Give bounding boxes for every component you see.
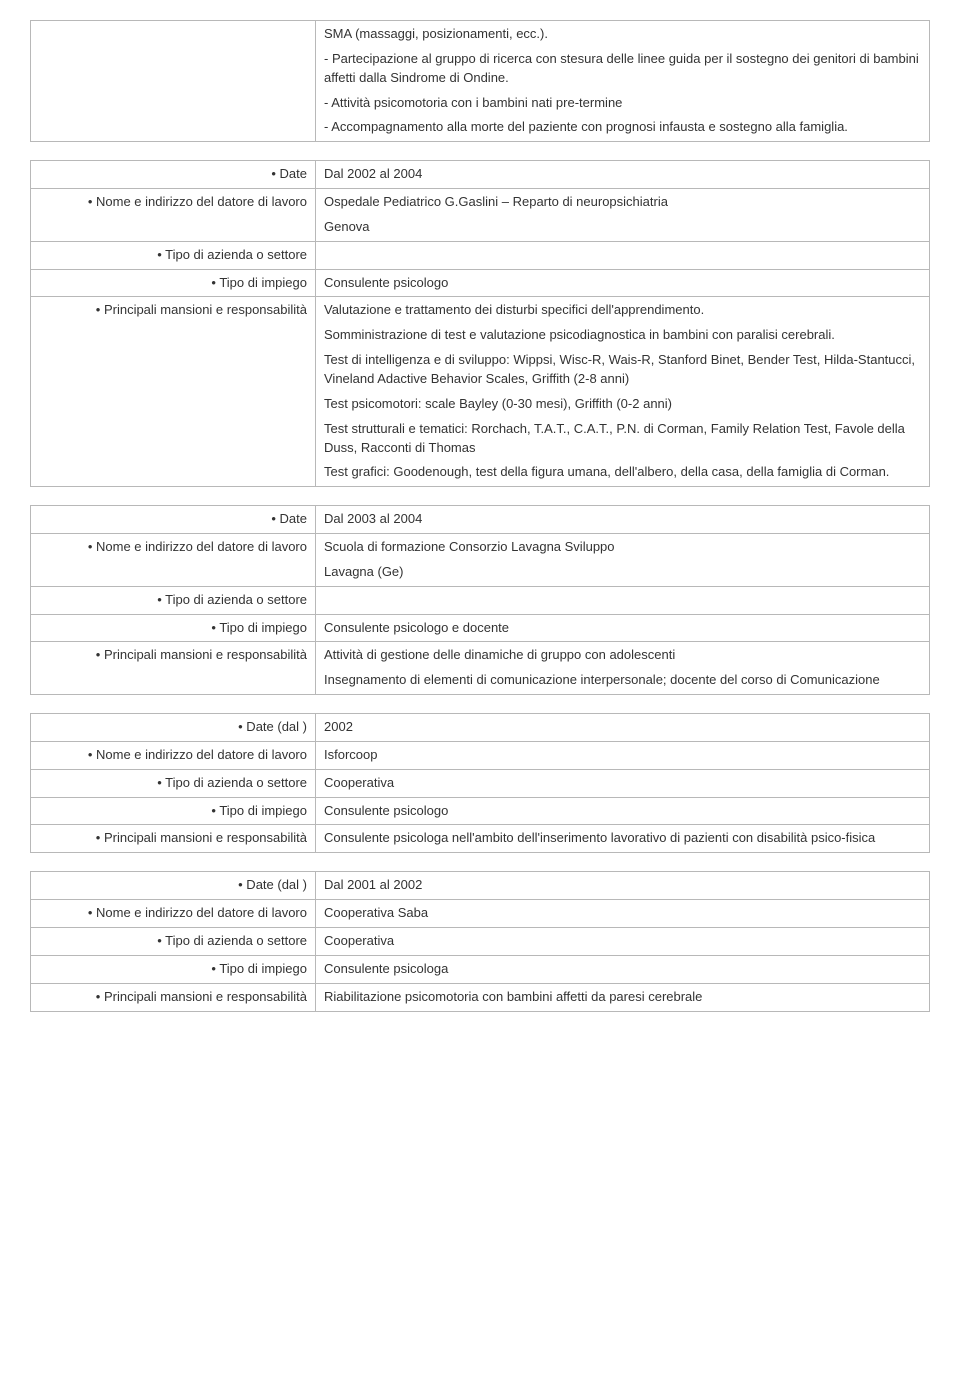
cv-section-1: • Date Dal 2002 al 2004 • Nome e indiriz…: [30, 160, 930, 487]
section2-employer-l1: Scuola di formazione Consorzio Lavagna S…: [324, 538, 921, 557]
label-duties: • Principali mansioni e responsabilità: [31, 642, 316, 695]
section1-sector: [316, 241, 930, 269]
label-employer: • Nome e indirizzo del datore di lavoro: [31, 189, 316, 242]
section2-employer-l2: Lavagna (Ge): [324, 563, 921, 582]
cv-section-2: • Date Dal 2003 al 2004 • Nome e indiriz…: [30, 505, 930, 695]
label-duties: • Principali mansioni e responsabilità: [31, 825, 316, 853]
section1-jobtype: Consulente psicologo: [316, 269, 930, 297]
section4-employer: Cooperativa Saba: [316, 900, 930, 928]
label-jobtype: • Tipo di impiego: [31, 955, 316, 983]
section1-duties-p6: Test grafici: Goodenough, test della fig…: [324, 463, 921, 482]
section1-duties: Valutazione e trattamento dei disturbi s…: [316, 297, 930, 487]
section4-date: Dal 2001 al 2002: [316, 872, 930, 900]
section1-duties-p5: Test strutturali e tematici: Rorchach, T…: [324, 420, 921, 458]
section2-duties-p2: Insegnamento di elementi di comunicazion…: [324, 671, 921, 690]
section1-employer-l2: Genova: [324, 218, 921, 237]
section3-date: 2002: [316, 714, 930, 742]
label-jobtype: • Tipo di impiego: [31, 797, 316, 825]
section2-duties-p1: Attività di gestione delle dinamiche di …: [324, 646, 921, 665]
label-date-dal: • Date (dal ): [31, 714, 316, 742]
section1-employer: Ospedale Pediatrico G.Gaslini – Reparto …: [316, 189, 930, 242]
section4-jobtype: Consulente psicologa: [316, 955, 930, 983]
empty-label: [31, 21, 316, 142]
section3-jobtype: Consulente psicologo: [316, 797, 930, 825]
section1-duties-p1: Valutazione e trattamento dei disturbi s…: [324, 301, 921, 320]
section0-p4: - Accompagnamento alla morte del pazient…: [324, 118, 921, 137]
label-jobtype: • Tipo di impiego: [31, 614, 316, 642]
section3-sector: Cooperativa: [316, 769, 930, 797]
label-jobtype: • Tipo di impiego: [31, 269, 316, 297]
section1-date: Dal 2002 al 2004: [316, 161, 930, 189]
section0-p2: - Partecipazione al gruppo di ricerca co…: [324, 50, 921, 88]
section2-jobtype: Consulente psicologo e docente: [316, 614, 930, 642]
cv-section-0: SMA (massaggi, posizionamenti, ecc.). - …: [30, 20, 930, 142]
label-duties: • Principali mansioni e responsabilità: [31, 297, 316, 487]
cv-section-4: • Date (dal ) Dal 2001 al 2002 • Nome e …: [30, 871, 930, 1011]
section0-p1: SMA (massaggi, posizionamenti, ecc.).: [324, 25, 921, 44]
label-employer: • Nome e indirizzo del datore di lavoro: [31, 741, 316, 769]
section2-duties: Attività di gestione delle dinamiche di …: [316, 642, 930, 695]
label-sector: • Tipo di azienda o settore: [31, 928, 316, 956]
label-sector: • Tipo di azienda o settore: [31, 769, 316, 797]
cv-section-3: • Date (dal ) 2002 • Nome e indirizzo de…: [30, 713, 930, 853]
section3-employer: Isforcoop: [316, 741, 930, 769]
section1-duties-p4: Test psicomotori: scale Bayley (0-30 mes…: [324, 395, 921, 414]
label-employer: • Nome e indirizzo del datore di lavoro: [31, 900, 316, 928]
label-date-dal: • Date (dal ): [31, 872, 316, 900]
label-sector: • Tipo di azienda o settore: [31, 241, 316, 269]
section2-employer: Scuola di formazione Consorzio Lavagna S…: [316, 534, 930, 587]
section2-date: Dal 2003 al 2004: [316, 506, 930, 534]
section4-sector: Cooperativa: [316, 928, 930, 956]
section4-duties: Riabilitazione psicomotoria con bambini …: [316, 983, 930, 1011]
label-duties: • Principali mansioni e responsabilità: [31, 983, 316, 1011]
section3-duties: Consulente psicologa nell'ambito dell'in…: [316, 825, 930, 853]
label-date: • Date: [31, 506, 316, 534]
section0-value: SMA (massaggi, posizionamenti, ecc.). - …: [316, 21, 930, 142]
section1-duties-p2: Somministrazione di test e valutazione p…: [324, 326, 921, 345]
section1-employer-l1: Ospedale Pediatrico G.Gaslini – Reparto …: [324, 193, 921, 212]
section1-duties-p3: Test di intelligenza e di sviluppo: Wipp…: [324, 351, 921, 389]
label-employer: • Nome e indirizzo del datore di lavoro: [31, 534, 316, 587]
label-date: • Date: [31, 161, 316, 189]
label-sector: • Tipo di azienda o settore: [31, 586, 316, 614]
section2-sector: [316, 586, 930, 614]
section0-p3: - Attività psicomotoria con i bambini na…: [324, 94, 921, 113]
